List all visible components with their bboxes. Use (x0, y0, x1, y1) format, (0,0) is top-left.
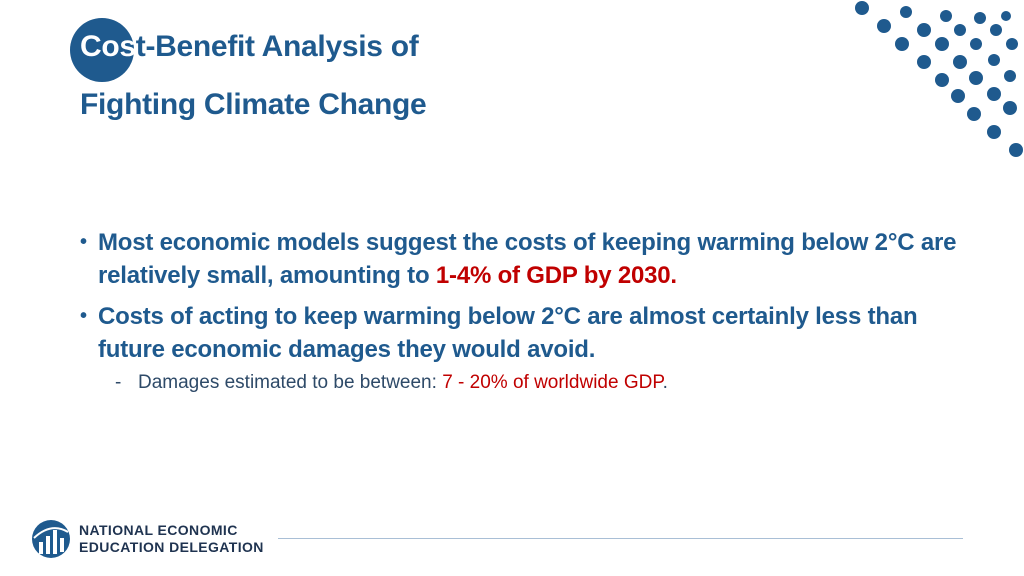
sub-bullet-text-after: . (662, 372, 668, 393)
sub-bullet-item: - Damages estimated to be between: 7 - 2… (78, 370, 958, 396)
title-accent-circle (70, 18, 134, 82)
globe-columns-icon (32, 520, 70, 558)
logo-text-line-1: NATIONAL ECONOMIC (79, 522, 238, 538)
bullet-item-1: • Most economic models suggest the costs… (78, 226, 958, 292)
sub-bullet-highlight: 7 - 20% of worldwide GDP (442, 372, 663, 393)
bullet-marker: • (80, 231, 87, 253)
bullet-marker: • (80, 305, 87, 327)
bullet-1-highlight: 1-4% of GDP by 2030. (435, 262, 677, 289)
logo-text-line-2: EDUCATION DELEGATION (79, 539, 264, 555)
slide-title-line-2: Fighting Climate Change (80, 88, 427, 121)
dot-pattern-decoration (855, 1, 1023, 157)
title-accent-text: Cos (80, 30, 136, 63)
bullet-1-text: Most economic models suggest the costs o… (98, 229, 957, 289)
footer-divider (278, 538, 963, 539)
title-rest-text: t-Benefit Analysis of (135, 30, 419, 63)
sub-bullet-marker: - (115, 372, 122, 393)
bullet-list: • Most economic models suggest the costs… (78, 226, 958, 396)
bullet-2-text: Costs of acting to keep warming below 2°… (98, 303, 918, 363)
bullet-item-2: • Costs of acting to keep warming below … (78, 300, 958, 366)
sub-bullet-text: Damages estimated to be between: (138, 372, 443, 393)
slide-title-line-1: Cost-Benefit Analysis of (80, 30, 419, 64)
